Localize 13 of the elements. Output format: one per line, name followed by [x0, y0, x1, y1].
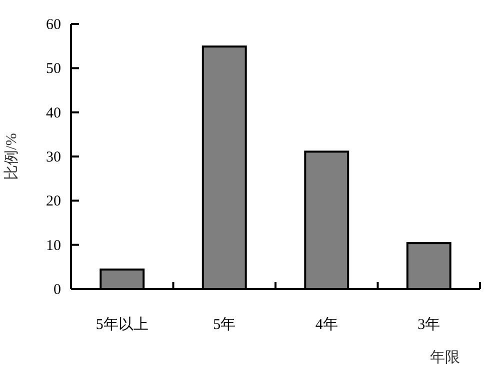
y-tick-label: 20 — [46, 194, 61, 210]
y-tick-label: 60 — [46, 17, 61, 33]
y-tick-label: 10 — [46, 238, 61, 254]
y-tick-label: 50 — [46, 61, 61, 78]
x-tick-label: 3年 — [418, 316, 440, 333]
y-tick-label: 0 — [54, 282, 61, 298]
y-tick-label: 40 — [46, 105, 61, 122]
x-axis-title: 年限 — [430, 349, 460, 366]
y-tick-label: 30 — [46, 150, 61, 166]
x-tick-label: 4年 — [315, 316, 338, 333]
x-tick-label: 5年以上 — [96, 316, 148, 333]
x-tick-label: 5年 — [213, 316, 236, 333]
y-axis-title: 比例/% — [3, 133, 20, 180]
